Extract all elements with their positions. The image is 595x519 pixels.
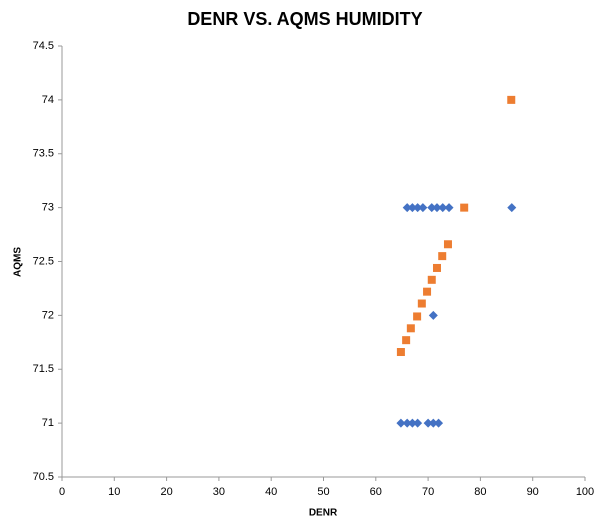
x-tick-label: 50 — [317, 486, 329, 498]
point — [438, 203, 448, 213]
point — [402, 336, 411, 345]
point — [413, 203, 423, 213]
y-tick-label: 70.5 — [33, 471, 54, 483]
point — [402, 203, 412, 213]
point — [507, 203, 517, 213]
x-tick-label: 40 — [265, 486, 277, 498]
point — [427, 203, 437, 213]
point — [407, 418, 417, 428]
point — [443, 240, 452, 249]
x-tick-label: 70 — [422, 486, 434, 498]
point — [407, 203, 417, 213]
point — [406, 324, 415, 333]
point — [413, 418, 423, 428]
x-tick-label: 0 — [59, 486, 65, 498]
x-tick-label: 90 — [527, 486, 539, 498]
y-tick-label: 74 — [42, 94, 54, 106]
point — [460, 203, 469, 212]
y-tick-label: 72 — [42, 309, 54, 321]
x-tick-label: 60 — [370, 486, 382, 498]
point — [418, 203, 428, 213]
x-tick-label: 10 — [108, 486, 120, 498]
point — [444, 203, 454, 213]
point — [428, 418, 438, 428]
point — [423, 287, 432, 296]
y-tick-label: 73.5 — [33, 148, 54, 160]
y-axis-title: AQMS — [13, 247, 24, 277]
point — [413, 312, 422, 321]
point — [417, 299, 426, 308]
point — [507, 95, 516, 104]
y-tick-label: 73 — [42, 202, 54, 214]
y-tick-label: 71.5 — [33, 363, 54, 375]
point — [438, 252, 447, 261]
point — [396, 348, 405, 357]
x-axis-title: DENR — [309, 508, 338, 519]
point — [432, 203, 442, 213]
y-tick-label: 72.5 — [33, 255, 54, 267]
x-tick-label: 20 — [160, 486, 172, 498]
point — [402, 418, 412, 428]
point — [428, 310, 438, 320]
point — [427, 275, 436, 284]
point — [432, 263, 441, 272]
x-tick-label: 30 — [213, 486, 225, 498]
y-tick-label: 74.5 — [33, 40, 54, 52]
point — [423, 418, 433, 428]
x-tick-label: 80 — [474, 486, 486, 498]
chart-title: DENR VS. AQMS HUMIDITY — [187, 9, 422, 29]
point — [434, 418, 444, 428]
y-tick-label: 71 — [42, 417, 54, 429]
x-tick-label: 100 — [576, 486, 594, 498]
point — [396, 418, 406, 428]
